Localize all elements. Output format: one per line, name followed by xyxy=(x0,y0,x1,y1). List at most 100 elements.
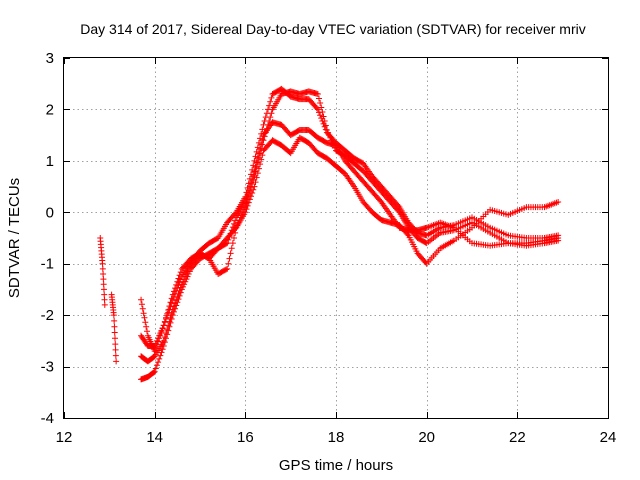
data-point xyxy=(259,152,266,159)
x-axis-label: GPS time / hours xyxy=(279,457,393,474)
data-point xyxy=(225,236,232,243)
x-tick-labels: 12 14 16 18 20 22 24 xyxy=(56,429,617,446)
data-point xyxy=(142,319,149,326)
data-point xyxy=(318,104,325,111)
data-point xyxy=(167,299,174,306)
series-track-4 xyxy=(138,85,562,349)
data-point xyxy=(182,273,189,280)
series-track-3 xyxy=(138,88,562,383)
data-point xyxy=(245,187,252,194)
data-point xyxy=(259,141,266,148)
data-point xyxy=(242,199,249,205)
x-tick-label: 24 xyxy=(600,429,617,446)
data-point xyxy=(156,335,163,342)
data-point xyxy=(555,199,562,205)
y-tick-label: 2 xyxy=(46,101,54,118)
data-point xyxy=(224,240,231,247)
data-point xyxy=(314,106,321,113)
data-point xyxy=(168,295,175,302)
data-point xyxy=(172,300,179,307)
data-point xyxy=(184,268,191,275)
data-point xyxy=(153,341,160,348)
y-tick-label: -1 xyxy=(41,256,54,273)
y-tick-label: -2 xyxy=(41,307,54,324)
data-point xyxy=(244,202,251,209)
data-point xyxy=(555,235,562,241)
data-point xyxy=(321,123,328,130)
data-point xyxy=(251,168,258,175)
data-point xyxy=(160,337,167,344)
data-point xyxy=(112,352,119,359)
data-point xyxy=(139,305,146,312)
data-point xyxy=(153,362,160,369)
data-point xyxy=(267,98,274,105)
data-point xyxy=(316,109,322,116)
data-point xyxy=(232,217,239,224)
series-track-1 xyxy=(97,235,108,308)
y-tick-label: -4 xyxy=(41,410,54,427)
data-point xyxy=(163,330,169,337)
data-point xyxy=(227,250,234,257)
data-point xyxy=(254,170,261,177)
data-point xyxy=(253,159,260,166)
y-tick-label: 0 xyxy=(46,204,54,221)
data-point xyxy=(259,136,266,143)
data-point xyxy=(156,355,163,362)
data-point xyxy=(268,94,275,101)
data-point xyxy=(157,352,164,359)
data-point xyxy=(244,191,251,198)
data-point xyxy=(159,325,166,332)
data-point xyxy=(110,312,117,319)
data-point xyxy=(260,137,267,144)
series-track-2 xyxy=(108,291,120,365)
data-point xyxy=(255,165,262,172)
data-point xyxy=(243,195,250,202)
axis-ticks xyxy=(64,58,609,419)
data-point xyxy=(177,284,184,291)
data-point xyxy=(100,281,107,288)
data-point xyxy=(320,120,327,127)
data-point xyxy=(112,341,119,348)
data-point xyxy=(173,281,180,288)
data-point xyxy=(141,314,148,321)
data-point xyxy=(181,276,188,283)
data-point xyxy=(250,186,257,193)
data-point xyxy=(226,255,233,262)
data-point xyxy=(172,285,179,292)
data-point xyxy=(174,294,181,301)
data-point xyxy=(166,303,173,310)
data-point xyxy=(111,317,118,324)
data-point xyxy=(100,276,107,283)
data-point xyxy=(180,278,186,285)
series-track-6 xyxy=(138,134,562,355)
data-point xyxy=(176,287,183,294)
x-tick-label: 22 xyxy=(509,429,526,446)
data-point xyxy=(255,150,262,157)
data-point xyxy=(101,291,108,298)
data-point xyxy=(99,265,106,272)
data-point xyxy=(161,334,168,340)
data-point xyxy=(251,183,258,190)
data-point xyxy=(319,118,326,124)
data-point xyxy=(314,91,321,97)
data-point xyxy=(170,288,177,295)
data-point xyxy=(257,161,264,168)
data-point xyxy=(317,100,324,106)
data-point xyxy=(242,209,249,216)
data-point xyxy=(249,190,256,196)
y-axis-label: SDTVAR / TECUs xyxy=(6,178,23,298)
data-point xyxy=(174,278,181,285)
data-point xyxy=(229,240,236,247)
data-point xyxy=(313,105,320,112)
x-tick-label: 14 xyxy=(146,429,163,446)
data-point xyxy=(155,359,162,366)
data-point xyxy=(143,323,150,330)
data-point xyxy=(257,145,264,152)
data-point xyxy=(138,301,145,308)
data-point xyxy=(101,301,108,308)
data-point xyxy=(186,263,193,270)
data-point xyxy=(165,307,172,313)
data-point xyxy=(100,286,107,293)
data-point xyxy=(227,230,234,237)
